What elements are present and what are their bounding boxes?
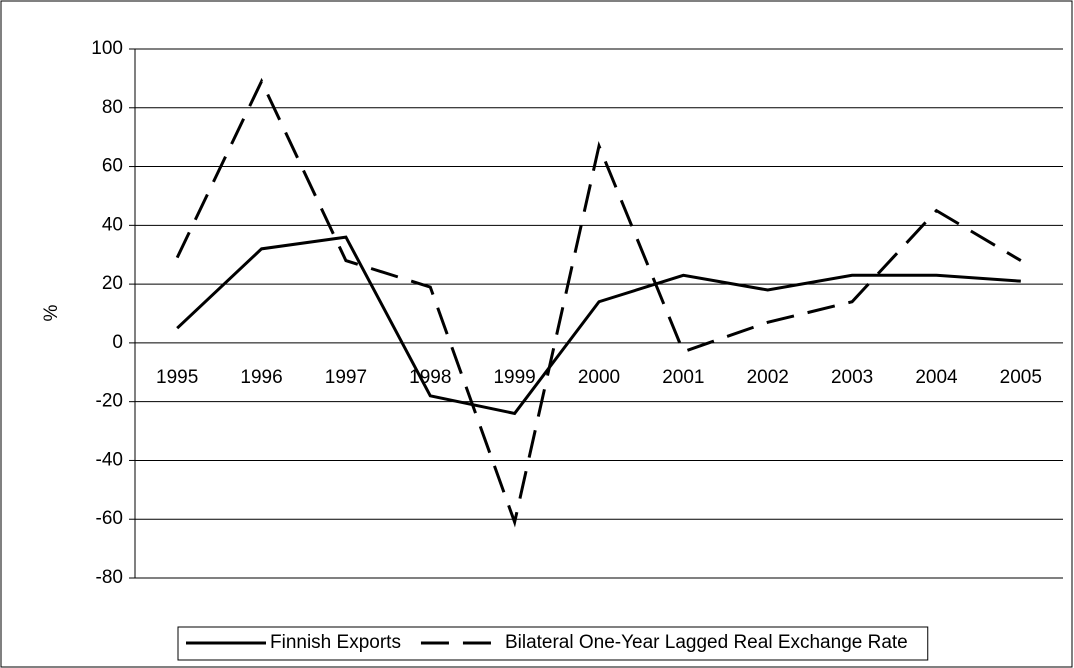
y-tick-label: -60 [96, 508, 123, 529]
legend-label: Finnish Exports [270, 632, 401, 653]
y-tick-label: -80 [96, 567, 123, 588]
y-tick-label: 100 [91, 38, 123, 59]
x-tick-label: 2000 [578, 367, 620, 388]
x-tick-label: 1995 [156, 367, 198, 388]
x-tick-label: 1999 [493, 367, 535, 388]
x-tick-label: 1996 [240, 367, 282, 388]
y-tick-label: 40 [102, 214, 123, 235]
y-axis-label: % [41, 304, 62, 321]
y-tick-label: -40 [96, 449, 123, 470]
line-series [175, 77, 1022, 528]
legend-label: Bilateral One-Year Lagged Real Exchange … [505, 632, 908, 653]
x-tick-label: 2003 [831, 367, 873, 388]
y-tick-label: 80 [102, 97, 123, 118]
y-tick-label: 0 [112, 332, 123, 353]
line-series [176, 235, 1021, 416]
x-tick-label: 2005 [1000, 367, 1042, 388]
y-tick-label: -20 [96, 391, 123, 412]
x-tick-label: 2002 [747, 367, 789, 388]
x-tick-label: 2001 [662, 367, 704, 388]
legend-box [177, 626, 929, 661]
y-tick-label: 20 [102, 273, 123, 294]
y-tick-label: 60 [102, 156, 123, 177]
x-tick-label: 2004 [915, 367, 958, 388]
x-tick-label: 1998 [409, 367, 451, 388]
x-tick-label: 1997 [325, 367, 367, 388]
